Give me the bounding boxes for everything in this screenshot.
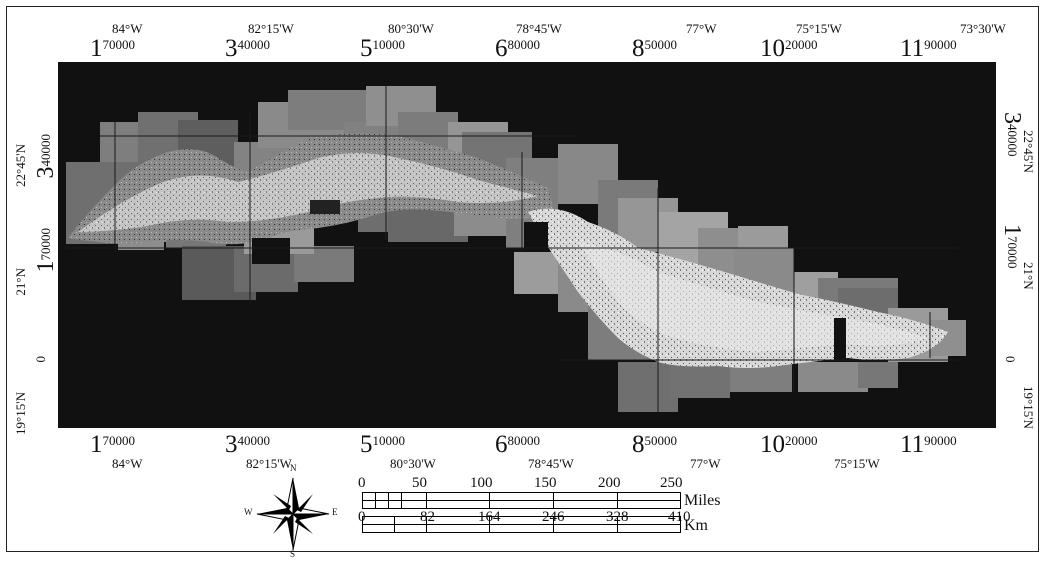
east-label: E: [332, 507, 338, 517]
lon-bottom-4: 78°45'W: [528, 456, 574, 471]
lat-right-1: 22°45'N: [1021, 130, 1036, 173]
km-tick-5: 328: [606, 509, 629, 525]
km-tick-4: 246: [542, 509, 565, 525]
km-tick-2: 82: [420, 509, 435, 525]
miles-tick-5: 200: [598, 475, 621, 491]
western-bright-land: [78, 153, 538, 232]
mosaic-svg: [66, 86, 966, 412]
utm-x-top-2: 340000: [225, 35, 270, 62]
north-arrow: N S E W: [240, 464, 346, 559]
utm-x-top-4: 680000: [495, 35, 540, 62]
lon-top-1: 84°W: [112, 21, 143, 36]
lon-bottom-5: 77°W: [690, 456, 721, 471]
north-label: N: [290, 463, 297, 473]
map-frame: [6, 6, 1039, 552]
scale-bar-graphic: [362, 492, 681, 533]
utm-x-top-3: 510000: [360, 35, 405, 62]
compass-rose-icon: [256, 477, 330, 551]
utm-x-bottom-7: 1190000: [900, 431, 957, 458]
utm-x-bottom-1: 170000: [90, 431, 135, 458]
utm-x-top-5: 850000: [632, 35, 677, 62]
utm-y-left-2: 170000: [33, 228, 59, 273]
scene-tile: [618, 362, 678, 412]
lat-left-2: 21°N: [13, 268, 28, 296]
void-area: [834, 318, 846, 362]
miles-tick-4: 150: [534, 475, 557, 491]
utm-x-bottom-5: 850000: [632, 431, 677, 458]
lat-left-1: 22°45'N: [13, 144, 28, 187]
lat-right-3: 19°15'N: [1021, 386, 1036, 429]
utm-x-top-7: 1190000: [900, 35, 957, 62]
utm-y-right-3: 0: [1003, 356, 1018, 363]
utm-x-bottom-2: 340000: [225, 431, 270, 458]
km-tick-6: 410: [668, 509, 691, 525]
south-label: S: [290, 549, 296, 559]
scene-tile: [514, 252, 564, 294]
lon-bottom-6: 75°15'W: [834, 456, 880, 471]
miles-tick-6: 250: [660, 475, 683, 491]
miles-unit-label: Miles: [684, 492, 721, 509]
utm-y-right-1: 340000: [999, 112, 1025, 157]
lon-bottom-2: 82°15'W: [246, 456, 292, 471]
utm-x-bottom-3: 510000: [360, 431, 405, 458]
miles-tick-2: 50: [412, 475, 427, 491]
utm-x-bottom-4: 680000: [495, 431, 540, 458]
void-area: [524, 222, 548, 252]
satellite-mosaic-map: [58, 62, 996, 428]
lat-left-3: 19°15'N: [13, 392, 28, 435]
scene-tiles: [66, 86, 966, 412]
lat-right-2: 21°N: [1021, 262, 1036, 290]
lon-top-4: 78°45'W: [516, 21, 562, 36]
utm-grid: [66, 86, 958, 412]
utm-x-bottom-6: 1020000: [760, 431, 818, 458]
km-tick-3: 164: [478, 509, 501, 525]
lon-bottom-1: 84°W: [112, 456, 143, 471]
km-unit-label: Km: [684, 517, 708, 534]
utm-y-right-2: 170000: [999, 224, 1025, 269]
utm-y-left-3: 0: [33, 356, 48, 363]
km-tick-1: 0: [358, 509, 366, 525]
lon-top-5: 77°W: [686, 21, 717, 36]
lon-top-7: 73°30'W: [960, 21, 1006, 36]
utm-y-left-1: 340000: [33, 134, 59, 179]
scene-tile: [858, 362, 898, 388]
lon-top-6: 75°15'W: [796, 21, 842, 36]
utm-x-top-6: 1020000: [760, 35, 818, 62]
lon-top-2: 82°15'W: [248, 21, 294, 36]
miles-tick-3: 100: [470, 475, 493, 491]
miles-tick-1: 0: [358, 475, 366, 491]
utm-x-top-1: 170000: [90, 35, 135, 62]
lon-bottom-3: 80°30'W: [390, 456, 436, 471]
lon-top-3: 80°30'W: [388, 21, 434, 36]
void-area: [310, 200, 340, 214]
void-area: [252, 238, 290, 264]
scene-tile: [798, 362, 868, 392]
west-label: W: [244, 507, 253, 517]
